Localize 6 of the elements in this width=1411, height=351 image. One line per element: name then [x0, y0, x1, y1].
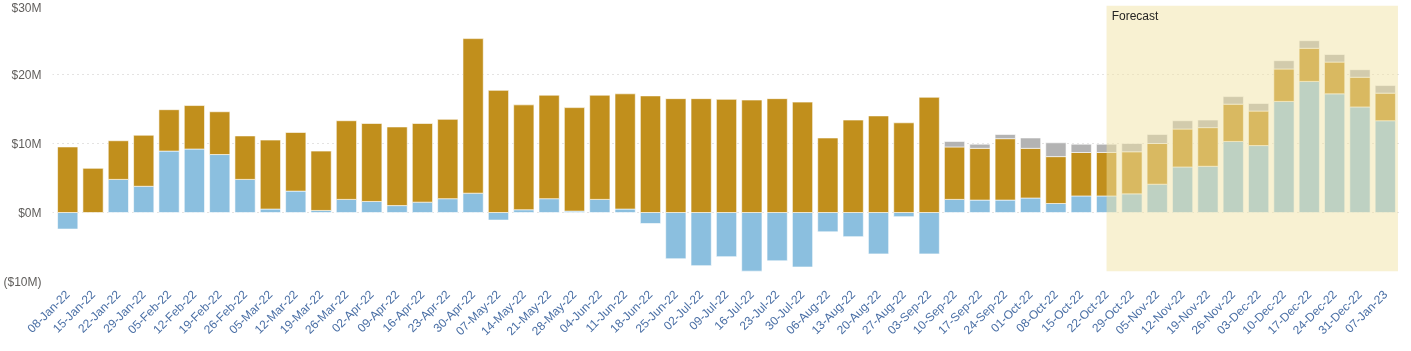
y-tick-label: $0M [18, 205, 42, 220]
y-tick-label: $20M [11, 67, 42, 82]
y-tick-label: $10M [11, 136, 42, 151]
band-label: Forecast [1111, 8, 1159, 23]
y-tick-label: $30M [11, 0, 42, 15]
y-tick-label: ($10M) [3, 274, 42, 289]
